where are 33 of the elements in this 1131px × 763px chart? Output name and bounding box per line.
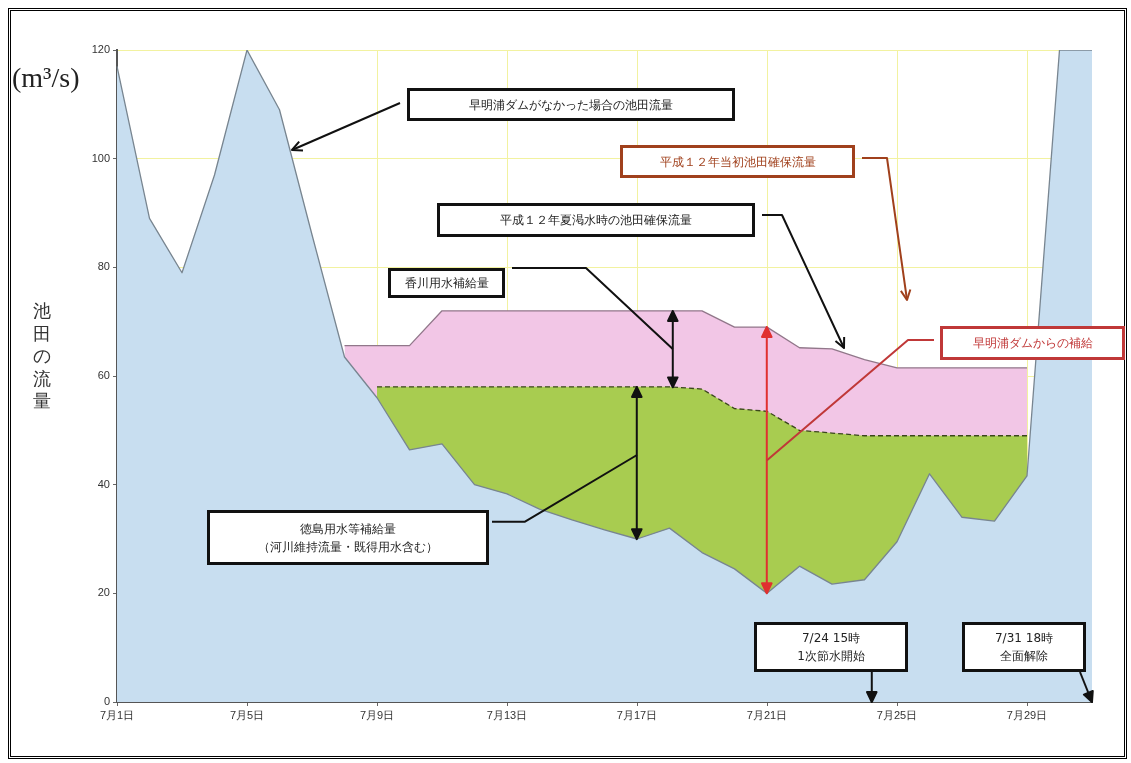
x-tick-label: 7月17日 <box>616 708 658 721</box>
y-tick-label: 0 <box>103 695 110 708</box>
callout-box: 平成１２年夏渇水時の池田確保流量 <box>437 203 755 237</box>
x-tick-label: 7月5日 <box>229 708 265 721</box>
annotation: 徳島用水等補給量（河川維持流量・既得用水含む） <box>258 520 438 556</box>
y-axis-title: 池田の流量 <box>32 300 52 413</box>
x-tick-label: 7月29日 <box>1006 708 1048 721</box>
text: (m³/s) <box>12 62 80 94</box>
x-tick-label: 7月9日 <box>359 708 395 721</box>
y-tick-label: 60 <box>97 369 110 382</box>
annotation: 平成１２年当初池田確保流量 <box>659 153 816 171</box>
y-tick-label: 80 <box>97 260 110 273</box>
annotation: 香川用水補給量 <box>404 275 489 292</box>
callout-box: 7/31 18時全面解除 <box>962 622 1086 672</box>
callout-box: 7/24 15時1次節水開始 <box>754 622 908 672</box>
annotation: 平成１２年夏渇水時の池田確保流量 <box>500 212 692 229</box>
annotation: 早明浦ダムがなかった場合の池田流量 <box>469 96 673 114</box>
annotation: 早明浦ダムからの補給 <box>972 335 1093 352</box>
y-tick-label: 100 <box>91 151 110 164</box>
y-tick-label: 40 <box>97 477 110 490</box>
callout-box: 早明浦ダムがなかった場合の池田流量 <box>407 88 735 121</box>
x-tick-label: 7月25日 <box>876 708 918 721</box>
x-tick-label: 7月21日 <box>746 708 788 721</box>
callout-box: 香川用水補給量 <box>388 268 505 298</box>
annotation: 7/31 18時全面解除 <box>994 630 1054 665</box>
y-tick-label: 120 <box>91 43 110 56</box>
x-tick-label: 7月1日 <box>99 708 135 721</box>
callout-box: 徳島用水等補給量（河川維持流量・既得用水含む） <box>207 510 489 565</box>
callout-box: 早明浦ダムからの補給 <box>940 326 1125 360</box>
y-tick-label: 20 <box>97 586 110 599</box>
annotation: 7/24 15時1次節水開始 <box>797 630 865 665</box>
callout-box: 平成１２年当初池田確保流量 <box>620 145 855 178</box>
x-tick-label: 7月13日 <box>486 708 528 721</box>
